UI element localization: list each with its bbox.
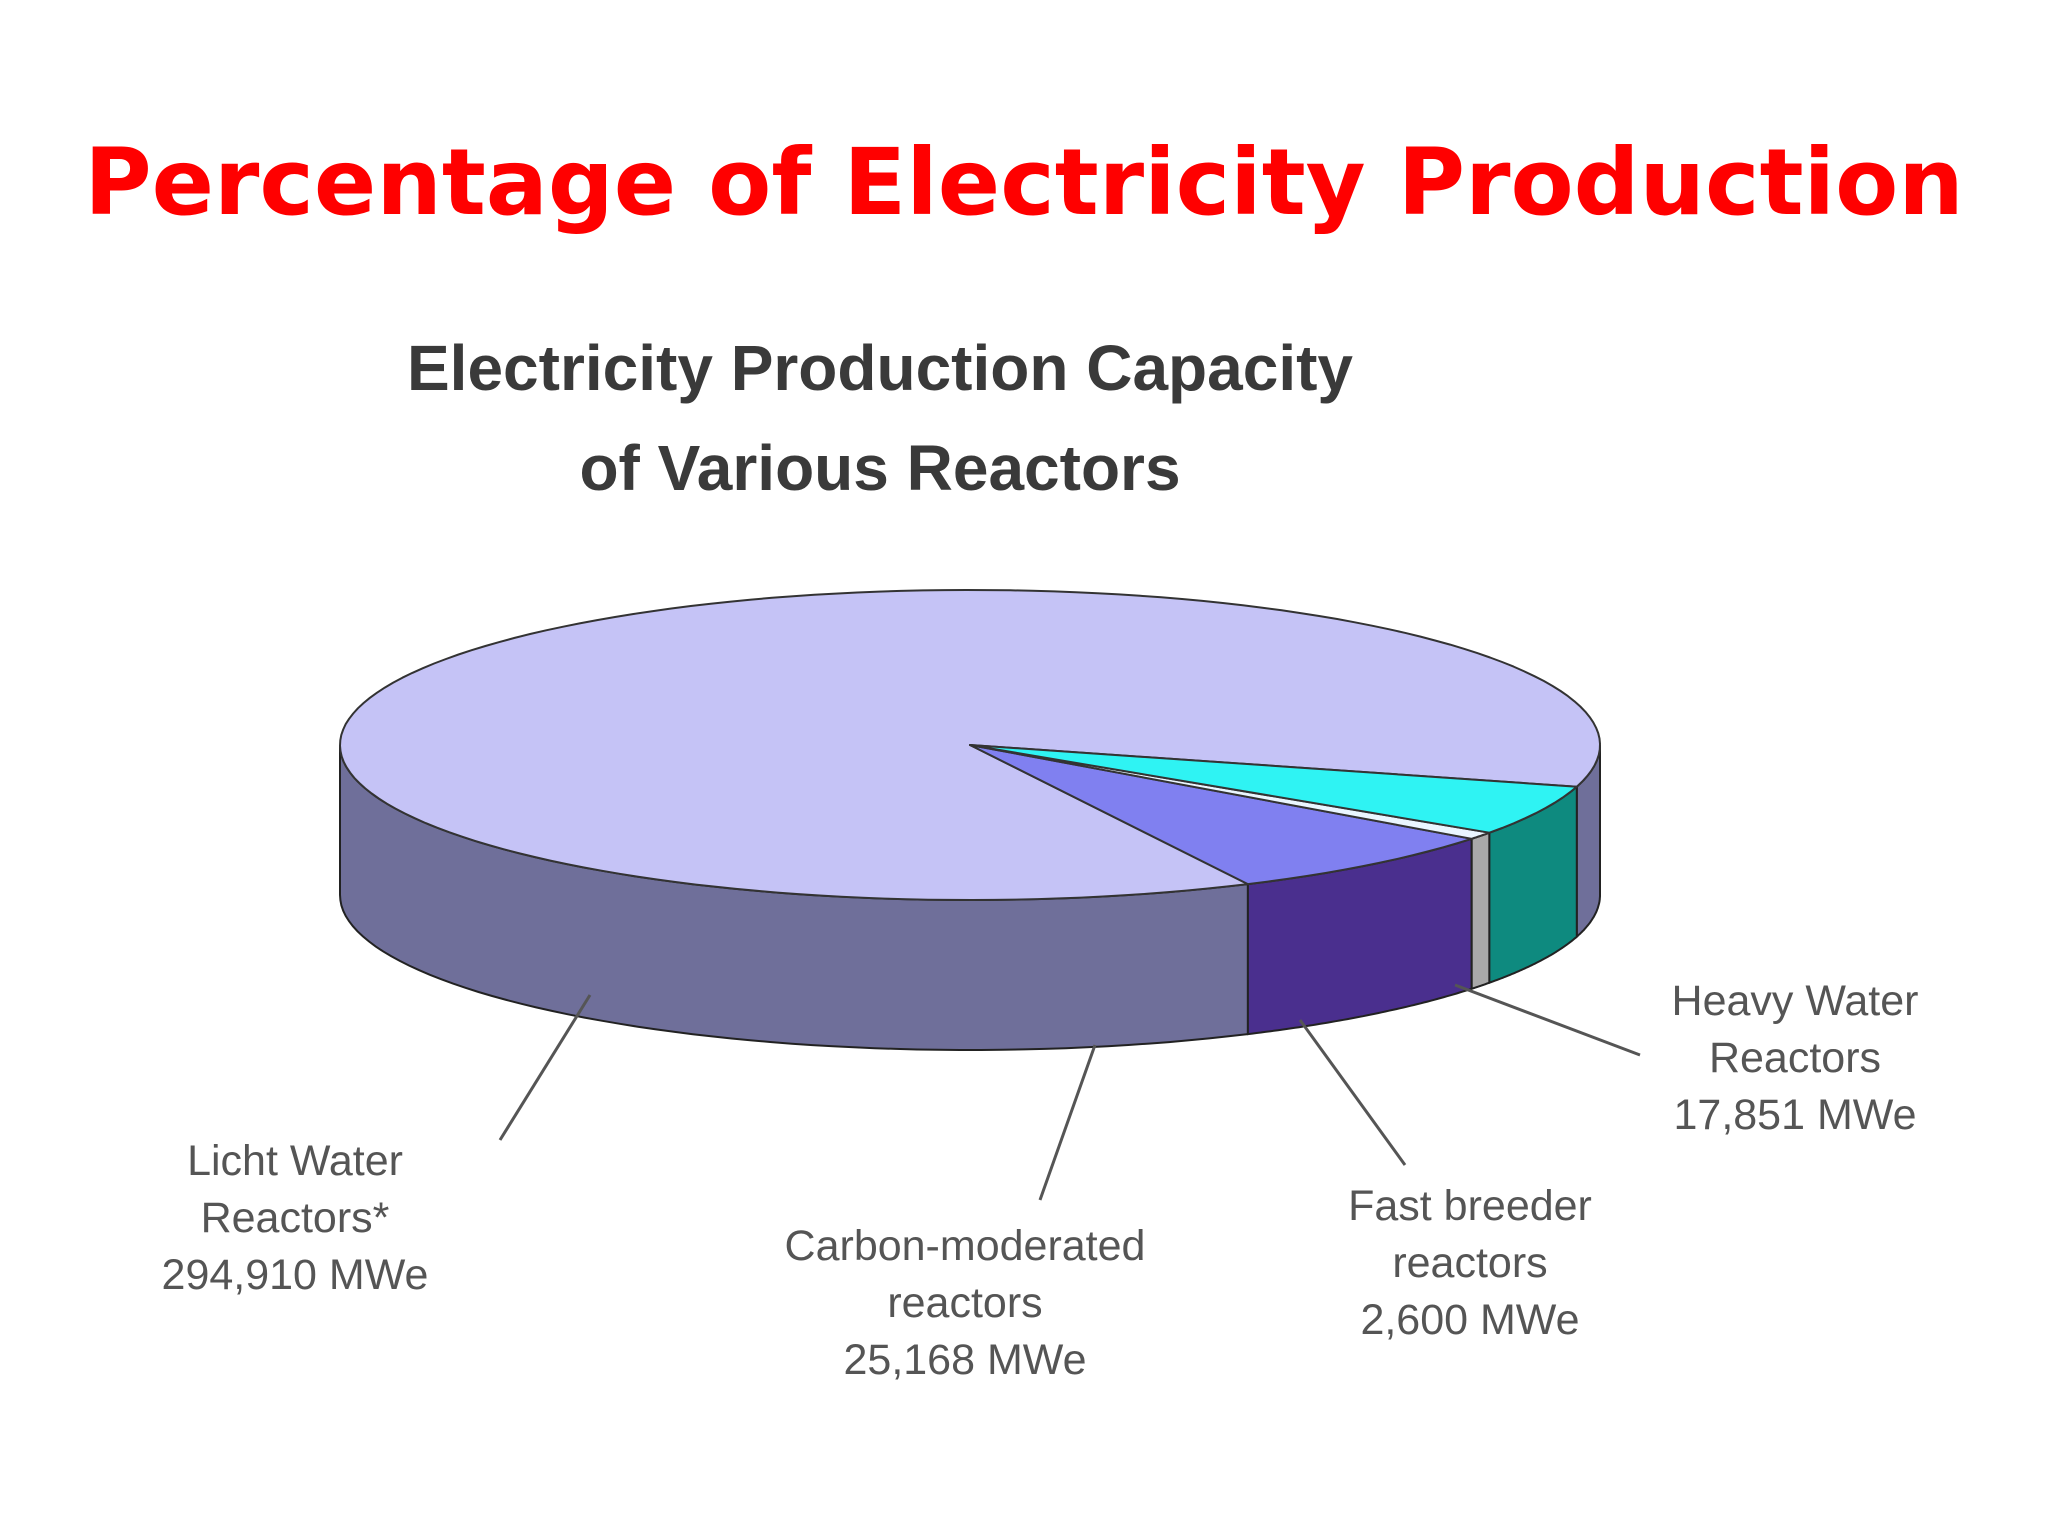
- pie-slice-carbon: [969, 744, 1473, 886]
- slide-title: Percentage of Electricity Production: [84, 129, 1964, 236]
- leader-line-fast: [1298, 1019, 1407, 1166]
- slice-label-carbon: Carbon-moderated reactors 25,168 MWe: [785, 1222, 1146, 1384]
- slice-label-heavy: Heavy Water Reactors 17,851 MWe: [1672, 977, 1919, 1139]
- leader-line-carbon: [1038, 1044, 1097, 1201]
- pie-side-walls: [339, 744, 1601, 1051]
- slice-labels: Licht Water Reactors* 294,910 MWe Carbon-mo…: [162, 977, 1919, 1384]
- leader-line-heavy: [1454, 983, 1641, 1057]
- slice-label-fast: Fast breeder reactors 2,600 MWe: [1348, 1182, 1592, 1344]
- pie-slice-heavy: [969, 744, 1578, 834]
- leader-lines: [498, 983, 1641, 1201]
- leader-line-light: [498, 994, 592, 1141]
- pie-side-fast: [1470, 831, 1491, 991]
- chart-title-line-2: of Various Reactors: [579, 432, 1180, 504]
- chart-title-line-1: Electricity Production Capacity: [407, 332, 1353, 404]
- slice-label-light: Licht Water Reactors* 294,910 MWe: [162, 1137, 429, 1299]
- pie-top-faces: [339, 589, 1601, 901]
